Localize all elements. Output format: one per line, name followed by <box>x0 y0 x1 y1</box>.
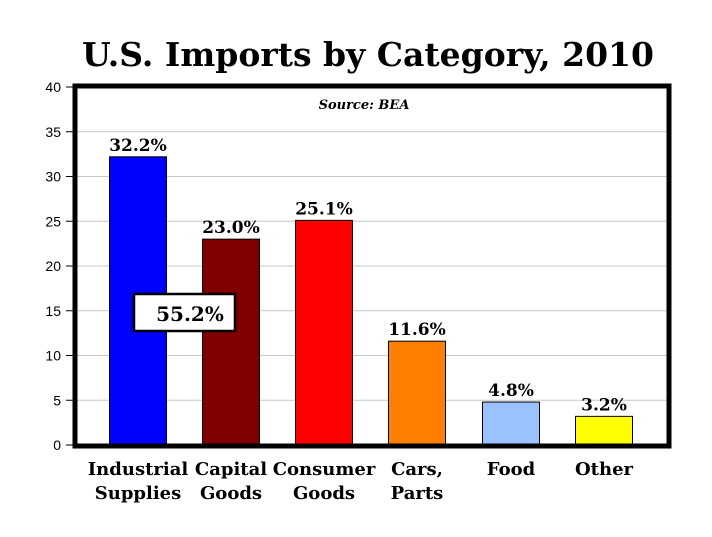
data-label: 11.6% <box>388 320 446 340</box>
bar <box>295 219 353 446</box>
x-tick-label: Consumer <box>273 459 376 480</box>
y-tick-label: 20 <box>45 258 61 274</box>
x-tick-label: Food <box>487 459 536 480</box>
y-tick-label: 0 <box>53 437 61 453</box>
x-tick-label: Cars, <box>391 459 443 480</box>
x-tick-label: Supplies <box>95 483 182 504</box>
y-tick-label: 10 <box>45 348 61 364</box>
bar <box>482 401 540 446</box>
data-label: 4.8% <box>488 381 534 401</box>
callout-box: 55.2% <box>132 292 237 333</box>
x-tick-label: Industrial <box>88 459 189 480</box>
bar <box>202 238 260 446</box>
x-tick-label: Goods <box>200 483 262 504</box>
data-label: 23.0% <box>202 218 260 238</box>
bar <box>575 415 633 446</box>
data-label: 3.2% <box>581 395 627 415</box>
x-tick-label: Parts <box>391 483 444 504</box>
y-tick-label: 40 <box>45 79 61 95</box>
x-tick-label: Other <box>575 459 634 480</box>
y-tick-label: 5 <box>53 392 61 408</box>
y-tick-label: 15 <box>45 303 61 319</box>
y-tick-label: 30 <box>45 169 61 185</box>
x-tick-label: Capital <box>195 459 267 480</box>
callout-label: 55.2% <box>156 302 224 326</box>
bar <box>388 340 446 446</box>
plot-frame <box>72 83 672 449</box>
data-label: 25.1% <box>295 199 353 219</box>
chart-title: U.S. Imports by Category, 2010 <box>82 35 654 74</box>
x-tick-label: Goods <box>293 483 355 504</box>
y-tick-label: 25 <box>45 213 61 229</box>
source-annotation: Source: BEA <box>319 98 410 113</box>
y-tick-label: 35 <box>45 124 61 140</box>
data-label: 32.2% <box>109 136 167 156</box>
